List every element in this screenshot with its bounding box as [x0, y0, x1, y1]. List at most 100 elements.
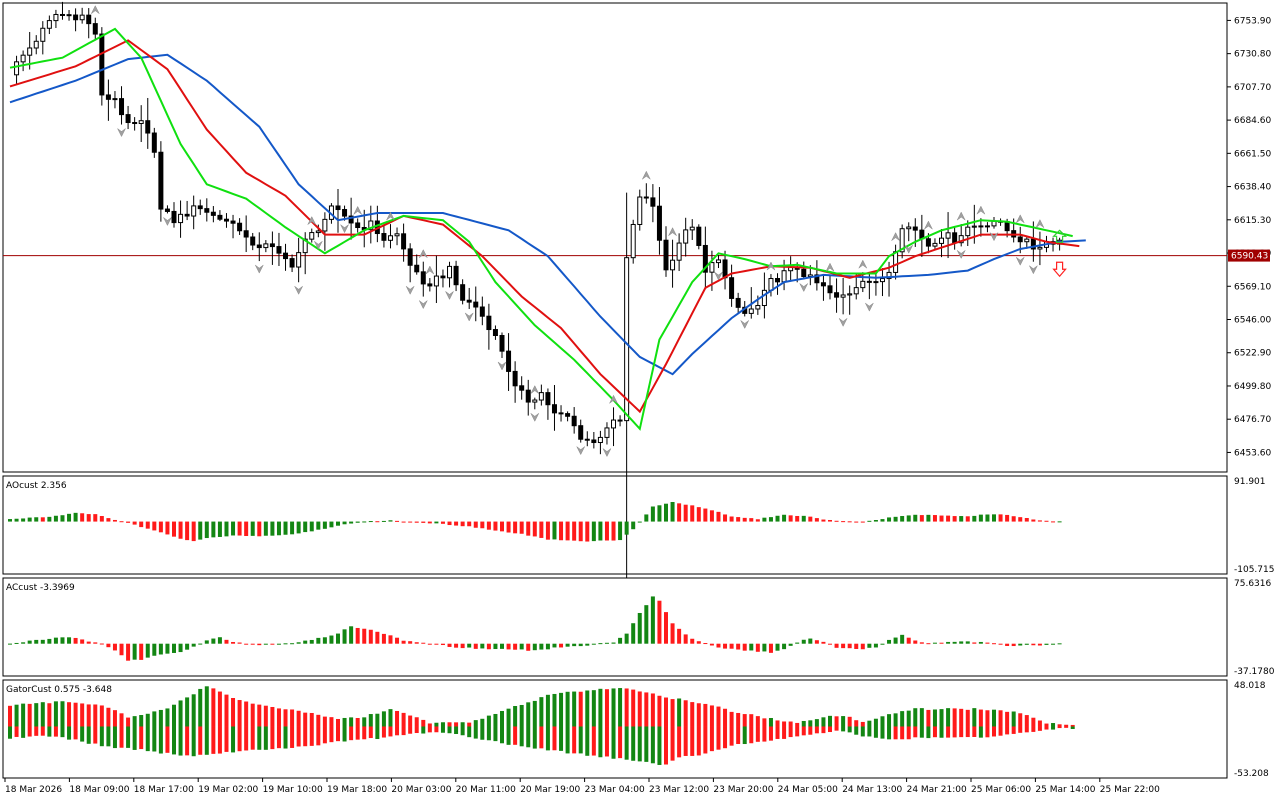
ac-bar	[650, 596, 655, 644]
ac-bar	[460, 643, 465, 649]
gator-upper-bar	[532, 700, 537, 727]
ao-bar	[683, 504, 688, 522]
candle-body	[506, 350, 512, 372]
ao-bar	[8, 519, 12, 522]
gator-lower-bar	[165, 726, 170, 753]
ao-bar	[926, 514, 931, 522]
ao-bar	[939, 515, 944, 522]
ac-bar	[237, 642, 242, 644]
gator-lower-bar	[565, 726, 570, 754]
candle-body	[722, 259, 728, 279]
gator-lower-bar	[231, 726, 236, 753]
gator-lower-bar	[486, 726, 491, 741]
ao-bar	[263, 521, 268, 536]
ao-bar	[336, 521, 340, 526]
candle-body	[584, 438, 590, 441]
gator-lower-bar	[270, 726, 275, 750]
gator-upper-bar	[132, 716, 137, 727]
gator-upper-bar	[368, 714, 373, 727]
gator-lower-bar	[972, 726, 977, 737]
candle-body	[906, 226, 912, 230]
candle-body	[689, 226, 695, 231]
candle-body	[394, 233, 400, 237]
ac-bar	[585, 643, 590, 646]
gator-upper-bar	[703, 703, 708, 727]
gator-lower-bar	[480, 726, 485, 740]
gator-lower-bar	[559, 726, 564, 751]
ac-bar	[664, 612, 668, 644]
candle-body	[27, 47, 33, 56]
ao-indicator-pane[interactable]: 91.901 -105.715	[2, 475, 1274, 575]
gator-upper-bar	[867, 720, 872, 727]
ao-bar	[664, 503, 668, 522]
ao-bar	[841, 521, 846, 523]
gator-lower-bar	[276, 726, 281, 749]
fractal-up-arrow	[307, 216, 316, 225]
ac-bar	[191, 643, 196, 647]
gator-upper-bar	[204, 686, 209, 727]
ac-bar	[978, 641, 983, 644]
candle-body	[499, 335, 505, 352]
buy-signal-arrow	[1052, 229, 1068, 243]
ac-bar	[40, 639, 45, 644]
ac-bar	[972, 642, 977, 644]
gator-upper-bar	[644, 692, 649, 727]
ac-bar	[539, 643, 544, 650]
ac-bar	[801, 639, 806, 644]
candle-body	[958, 235, 964, 244]
gator-upper-bar	[893, 713, 898, 727]
ao-bar	[913, 514, 918, 522]
alligator-jaw-line	[9, 53, 1086, 376]
candle-body	[729, 277, 735, 299]
ac-bar	[47, 638, 52, 644]
candle-body	[952, 232, 958, 244]
ac-bar	[73, 637, 78, 644]
gator-upper-bar	[637, 691, 642, 727]
time-tick-label: 23 Mar 04:00	[585, 785, 645, 795]
time-tick-label: 25 Mar 06:00	[971, 785, 1031, 795]
gator-upper-bar	[93, 704, 98, 727]
gator-upper-bar	[801, 720, 806, 727]
gator-lower-bar	[978, 726, 983, 738]
gator-lower-bar	[998, 726, 1003, 736]
gator-upper-bar	[598, 688, 603, 727]
main-price-pane[interactable]: 6753.90 6730.80 6707.70 6684.60 6661.50 6638.…	[2, 0, 1271, 579]
fractal-down-arrow	[956, 250, 966, 259]
ac-indicator-pane[interactable]: 75.6316 -37.1780	[2, 577, 1275, 677]
gator-lower-bar	[93, 726, 98, 744]
gator-lower-bar	[873, 726, 878, 738]
gator-lower-bar	[782, 726, 787, 739]
ao-bar	[532, 521, 537, 537]
gator-lower-bar	[965, 726, 970, 738]
ac-bar	[296, 642, 301, 644]
ao-bar	[126, 521, 131, 523]
ac-bar	[637, 612, 642, 644]
ac-bar	[486, 643, 491, 650]
candle-body	[473, 301, 479, 308]
fractal-down-arrow	[865, 302, 874, 312]
ac-bar	[500, 643, 504, 649]
gator-lower-bar	[342, 726, 347, 742]
gator-lower-bar	[545, 726, 550, 751]
gator-upper-bar	[270, 706, 275, 727]
gator-lower-bar	[1024, 726, 1029, 733]
candle-body	[492, 329, 498, 337]
ao-bar	[270, 521, 275, 536]
ac-bar	[447, 643, 452, 647]
candle-body	[1024, 238, 1030, 243]
ao-bar	[657, 505, 662, 522]
fractal-down-arrow	[405, 286, 415, 295]
candle-body	[683, 229, 689, 244]
gator-upper-bar	[545, 694, 550, 727]
ao-bar	[696, 507, 701, 522]
ao-bar	[60, 515, 65, 522]
gator-upper-bar	[926, 709, 931, 727]
gator-upper-bar	[664, 697, 668, 727]
candle-body	[709, 262, 715, 273]
ao-bar	[467, 521, 472, 527]
candle-body	[650, 197, 656, 207]
gator-indicator-pane[interactable]: 48.018 -53.208	[2, 679, 1269, 779]
candle-body	[853, 287, 859, 295]
ac-bar	[670, 623, 675, 644]
